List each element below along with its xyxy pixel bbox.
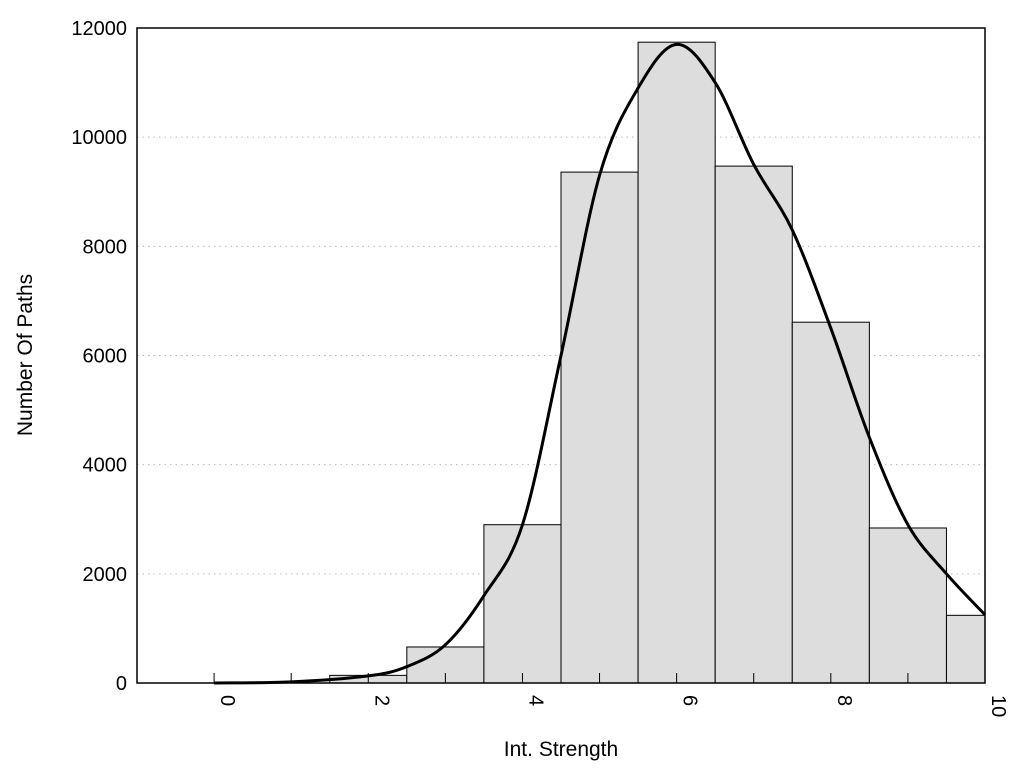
x-tick-label: 6 (679, 695, 701, 706)
x-tick-label: 4 (524, 695, 546, 706)
y-tick-label: 10000 (71, 127, 127, 149)
x-tick-label: 10 (987, 695, 1009, 717)
x-axis-label: Int. Strength (504, 738, 618, 761)
x-tick-label: 2 (370, 695, 392, 706)
y-tick-label: 12000 (71, 18, 127, 40)
y-tick-label: 0 (116, 673, 127, 695)
bar (791, 321, 870, 684)
x-tick-label: 0 (216, 695, 238, 706)
bars (329, 41, 986, 684)
y-tick-label: 4000 (83, 455, 128, 477)
density-curve (214, 42, 987, 685)
x-axis-ticks: 0 2 4 6 8 10 (213, 673, 1009, 717)
y-axis-ticks: 0 2000 4000 6000 8000 10000 12000 (71, 18, 127, 695)
x-tick-label: 8 (833, 695, 855, 706)
bar (714, 165, 793, 684)
y-axis-label: Number Of Paths (14, 274, 37, 436)
bar (945, 614, 986, 684)
bar (560, 171, 639, 684)
bar (868, 527, 947, 684)
plot-frame (136, 27, 986, 684)
y-tick-label: 6000 (83, 346, 128, 368)
bar (637, 41, 716, 684)
bar (483, 524, 562, 684)
y-tick-label: 8000 (83, 236, 128, 258)
y-tick-label: 2000 (83, 564, 128, 586)
